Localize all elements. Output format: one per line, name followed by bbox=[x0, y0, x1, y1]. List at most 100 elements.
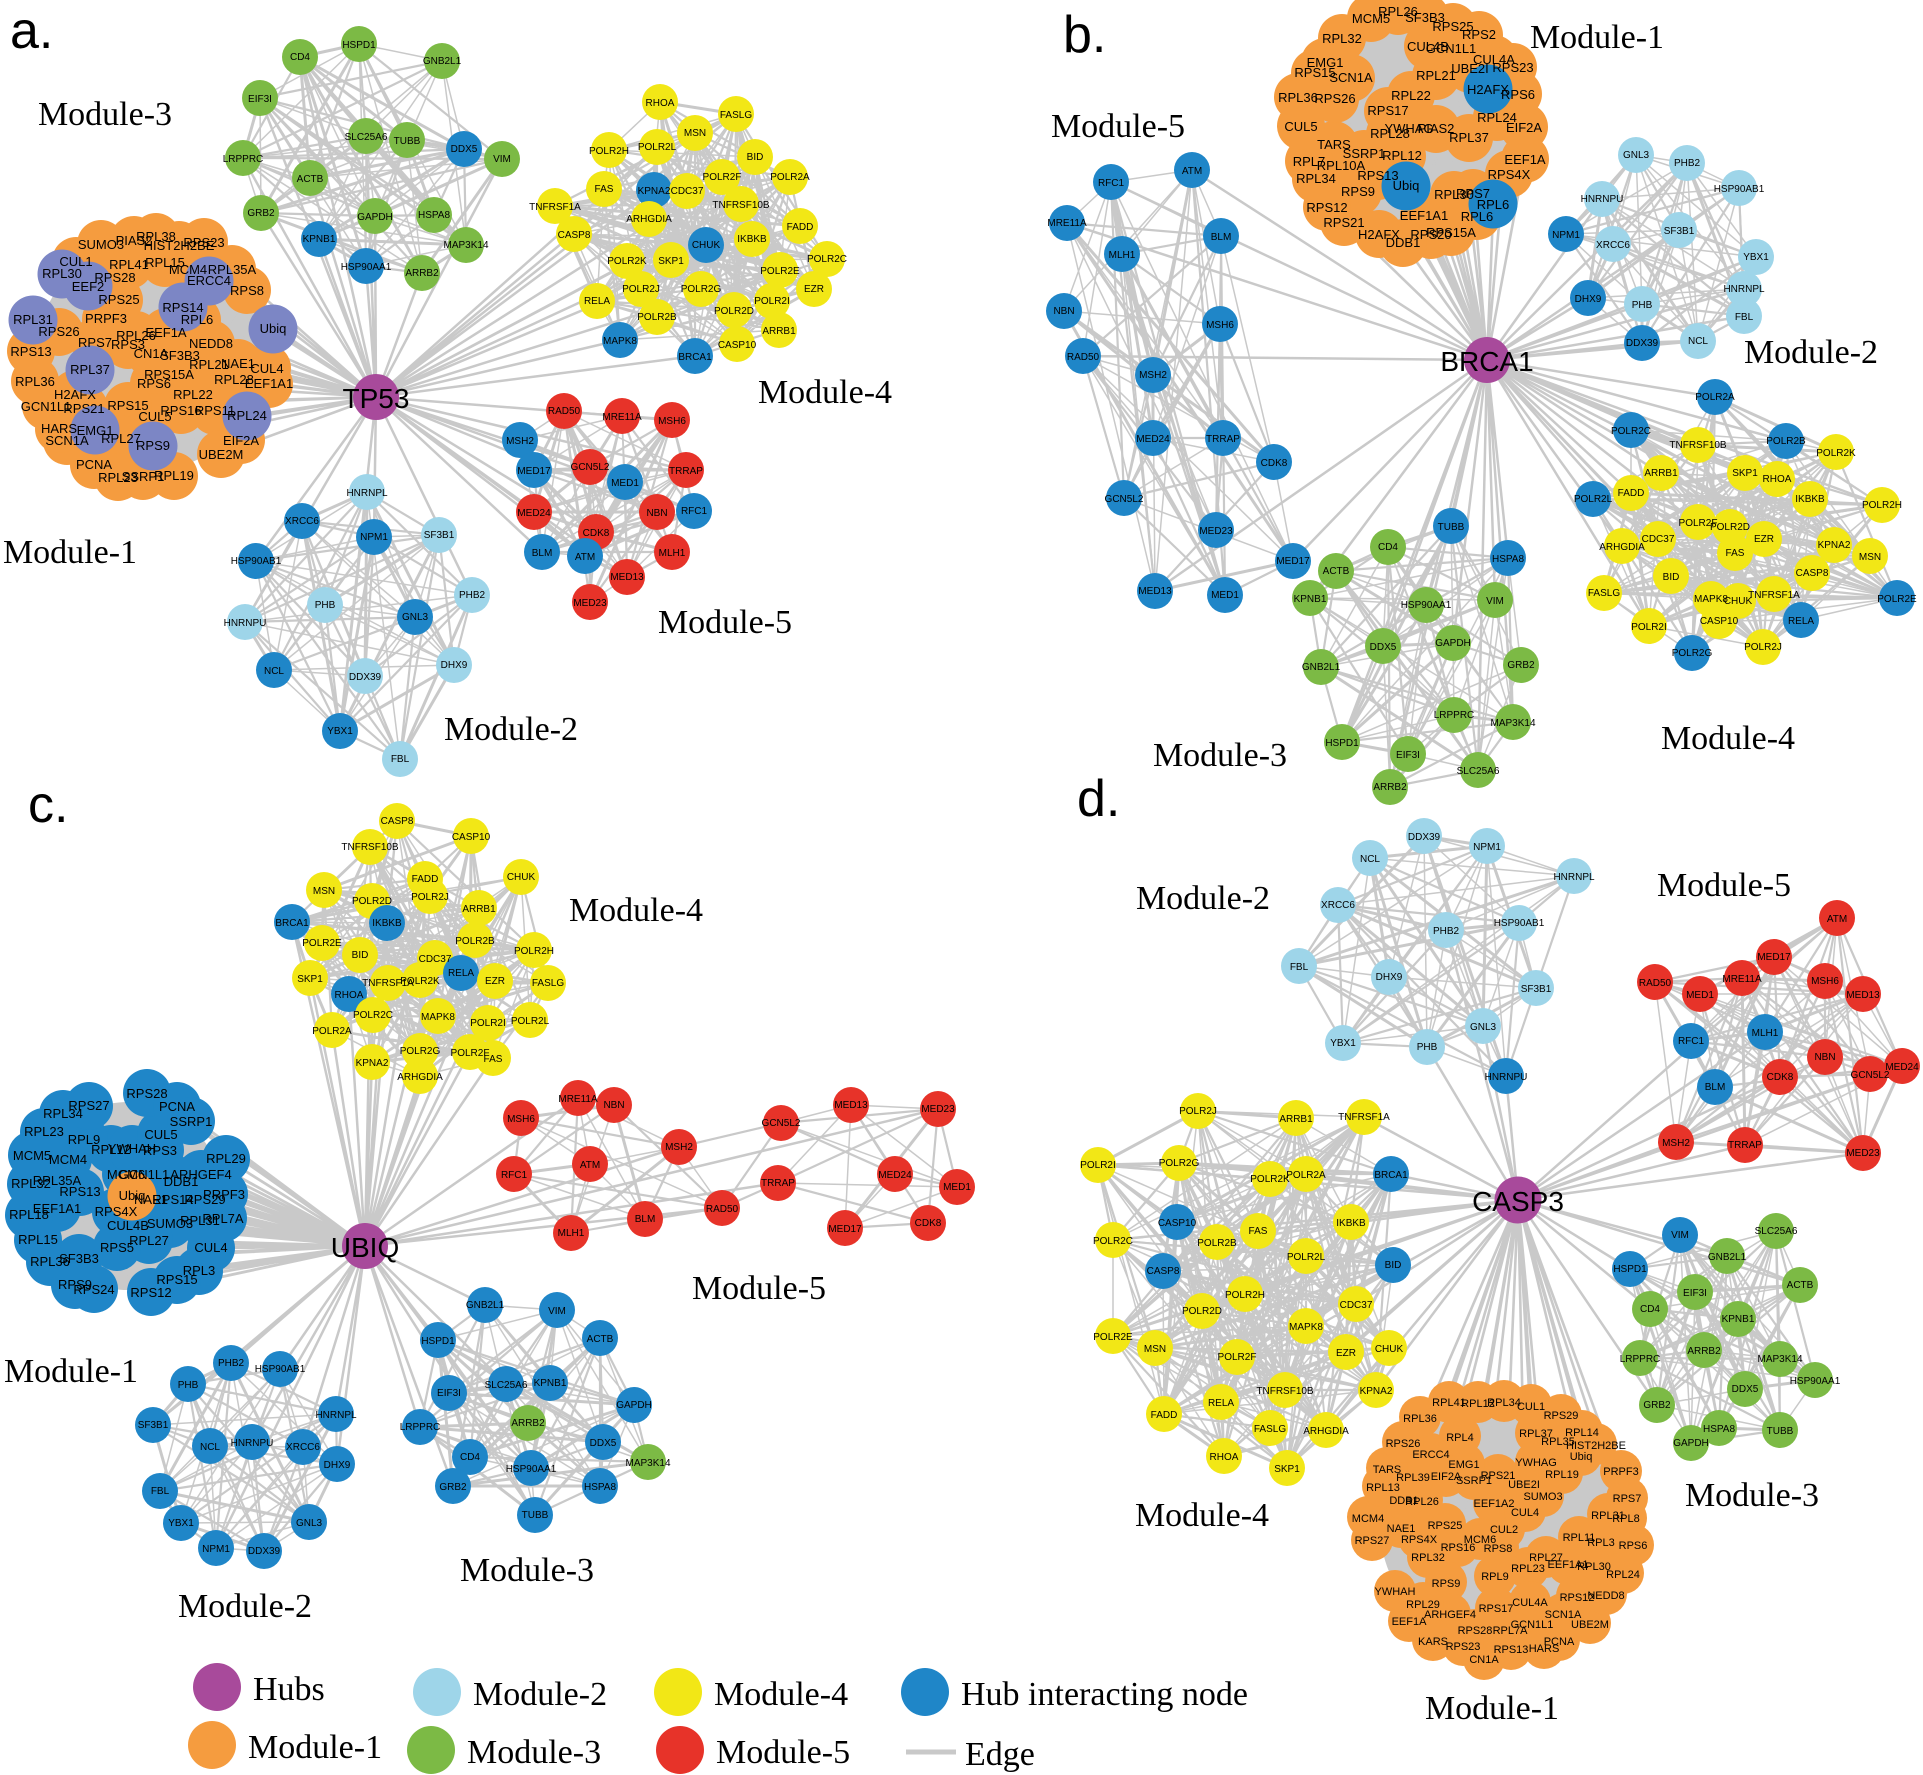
svg-text:RPL24: RPL24 bbox=[1477, 110, 1517, 125]
svg-text:LRPPRC: LRPPRC bbox=[400, 1422, 441, 1433]
svg-text:MLH1: MLH1 bbox=[1752, 1028, 1779, 1039]
svg-text:CDK8: CDK8 bbox=[1767, 1072, 1794, 1083]
svg-text:SSRP1: SSRP1 bbox=[1456, 1475, 1492, 1487]
svg-text:RPL3: RPL3 bbox=[1587, 1537, 1615, 1549]
svg-text:Module-2: Module-2 bbox=[444, 711, 578, 748]
svg-text:EEF1A1: EEF1A1 bbox=[33, 1201, 81, 1216]
svg-text:RPS26: RPS26 bbox=[38, 324, 79, 339]
svg-text:TNFRSF1A: TNFRSF1A bbox=[1748, 590, 1800, 601]
svg-text:POLR2H: POLR2H bbox=[1862, 500, 1902, 511]
svg-text:RPL37: RPL37 bbox=[1449, 130, 1489, 145]
svg-text:RPL36: RPL36 bbox=[30, 1254, 70, 1269]
svg-text:POLR2A: POLR2A bbox=[312, 1026, 352, 1037]
svg-text:LRPPRC: LRPPRC bbox=[1434, 710, 1475, 721]
svg-text:RPS17: RPS17 bbox=[1367, 103, 1408, 118]
svg-text:HNRNPU: HNRNPU bbox=[1485, 1072, 1528, 1083]
svg-text:MSH6: MSH6 bbox=[507, 1114, 535, 1125]
svg-text:RPS6: RPS6 bbox=[1619, 1540, 1648, 1552]
svg-text:Module-1: Module-1 bbox=[1530, 19, 1664, 56]
svg-text:XRCC6: XRCC6 bbox=[286, 1442, 320, 1453]
svg-text:MED13: MED13 bbox=[1846, 990, 1880, 1001]
svg-text:GRB2: GRB2 bbox=[247, 208, 275, 219]
svg-text:EEF1A1: EEF1A1 bbox=[245, 376, 293, 391]
svg-text:KARS: KARS bbox=[1418, 1636, 1448, 1648]
svg-text:HIST2H2BE: HIST2H2BE bbox=[1566, 1440, 1626, 1452]
svg-text:RPS29: RPS29 bbox=[184, 1192, 225, 1207]
svg-text:EEF1A1: EEF1A1 bbox=[1400, 208, 1448, 223]
svg-text:Module-1: Module-1 bbox=[4, 1353, 138, 1390]
svg-text:EIF2A: EIF2A bbox=[223, 433, 259, 448]
svg-text:POLR2H: POLR2H bbox=[514, 946, 554, 957]
svg-text:YBX1: YBX1 bbox=[327, 726, 353, 737]
svg-text:PHB2: PHB2 bbox=[1433, 926, 1460, 937]
svg-text:HSP90AB1: HSP90AB1 bbox=[1714, 184, 1765, 195]
svg-text:RPS3: RPS3 bbox=[111, 337, 145, 352]
svg-text:ARRB2: ARRB2 bbox=[1687, 1346, 1721, 1357]
svg-text:DDX5: DDX5 bbox=[590, 1438, 617, 1449]
svg-text:EZR: EZR bbox=[804, 284, 824, 295]
svg-text:MSH6: MSH6 bbox=[1811, 976, 1839, 987]
svg-text:RPS28: RPS28 bbox=[1458, 1625, 1493, 1637]
svg-text:ARHGDIA: ARHGDIA bbox=[1303, 1426, 1349, 1437]
svg-text:POLR2J: POLR2J bbox=[622, 284, 660, 295]
svg-text:Ubiq: Ubiq bbox=[1393, 178, 1420, 193]
svg-text:CUL4B: CUL4B bbox=[107, 1218, 149, 1233]
svg-text:SSRP1: SSRP1 bbox=[170, 1114, 213, 1129]
svg-text:SCN1A: SCN1A bbox=[45, 433, 89, 448]
svg-text:H2AFX: H2AFX bbox=[54, 387, 96, 402]
svg-text:MLH1: MLH1 bbox=[1109, 250, 1136, 261]
svg-text:d.: d. bbox=[1077, 770, 1120, 828]
svg-text:EMG1: EMG1 bbox=[1307, 55, 1344, 70]
svg-text:ARRB1: ARRB1 bbox=[462, 904, 496, 915]
svg-text:PHB: PHB bbox=[1417, 1042, 1438, 1053]
svg-text:FBL: FBL bbox=[1735, 312, 1754, 323]
svg-text:XRCC6: XRCC6 bbox=[285, 516, 319, 527]
svg-text:VIM: VIM bbox=[493, 154, 511, 165]
svg-text:NAE1: NAE1 bbox=[221, 356, 255, 371]
svg-text:POLR2G: POLR2G bbox=[400, 1046, 441, 1057]
svg-text:EEF1A2: EEF1A2 bbox=[1474, 1498, 1515, 1510]
svg-text:XRCC6: XRCC6 bbox=[1596, 240, 1630, 251]
svg-text:HSP90AB1: HSP90AB1 bbox=[255, 1364, 306, 1375]
svg-text:EEF1A: EEF1A bbox=[1504, 152, 1546, 167]
svg-text:POLR2C: POLR2C bbox=[807, 254, 847, 265]
svg-text:CDK8: CDK8 bbox=[583, 528, 610, 539]
svg-text:MED17: MED17 bbox=[828, 1224, 862, 1235]
svg-text:GNB2L1: GNB2L1 bbox=[423, 56, 462, 67]
svg-text:MCM4: MCM4 bbox=[169, 262, 207, 277]
svg-text:MCM5: MCM5 bbox=[13, 1148, 51, 1163]
svg-text:SSRP1: SSRP1 bbox=[1343, 146, 1386, 161]
svg-text:RPS14: RPS14 bbox=[162, 300, 203, 315]
svg-text:RPL24: RPL24 bbox=[227, 408, 267, 423]
svg-text:RPL30: RPL30 bbox=[1577, 1561, 1611, 1573]
svg-text:MED23: MED23 bbox=[1199, 526, 1233, 537]
svg-text:HSP90AA1: HSP90AA1 bbox=[1401, 600, 1452, 611]
svg-text:EIF2A: EIF2A bbox=[1506, 120, 1542, 135]
svg-text:ERCC4: ERCC4 bbox=[187, 273, 231, 288]
svg-text:RFC1: RFC1 bbox=[1098, 178, 1125, 189]
svg-text:HNRNPL: HNRNPL bbox=[315, 1410, 357, 1421]
svg-text:RPS13: RPS13 bbox=[1357, 168, 1398, 183]
svg-text:RPS26: RPS26 bbox=[1314, 91, 1355, 106]
svg-text:RPL21: RPL21 bbox=[189, 357, 229, 372]
svg-text:DDX39: DDX39 bbox=[1626, 338, 1659, 349]
svg-text:MLH1: MLH1 bbox=[659, 548, 686, 559]
svg-text:KPNB1: KPNB1 bbox=[303, 234, 336, 245]
svg-text:RPS12: RPS12 bbox=[1306, 200, 1347, 215]
svg-text:FASLG: FASLG bbox=[720, 110, 752, 121]
svg-text:RPL26: RPL26 bbox=[1378, 4, 1418, 19]
svg-text:RPS4X: RPS4X bbox=[1401, 1534, 1438, 1546]
svg-text:ERCC4: ERCC4 bbox=[1412, 1449, 1449, 1461]
svg-text:VIM: VIM bbox=[1671, 1230, 1689, 1241]
svg-text:ACTB: ACTB bbox=[1787, 1280, 1814, 1291]
svg-text:PRPF3: PRPF3 bbox=[1603, 1466, 1638, 1478]
svg-text:NBN: NBN bbox=[603, 1100, 624, 1111]
svg-text:NEDD8: NEDD8 bbox=[189, 336, 233, 351]
svg-text:ATM: ATM bbox=[580, 1160, 600, 1171]
svg-text:RPS28: RPS28 bbox=[94, 270, 135, 285]
svg-text:YBX1: YBX1 bbox=[1743, 252, 1769, 263]
svg-text:EMG1: EMG1 bbox=[77, 423, 114, 438]
svg-text:EZR: EZR bbox=[1754, 534, 1774, 545]
svg-text:RPL39: RPL39 bbox=[1396, 1472, 1430, 1484]
svg-text:CUL4: CUL4 bbox=[250, 361, 283, 376]
